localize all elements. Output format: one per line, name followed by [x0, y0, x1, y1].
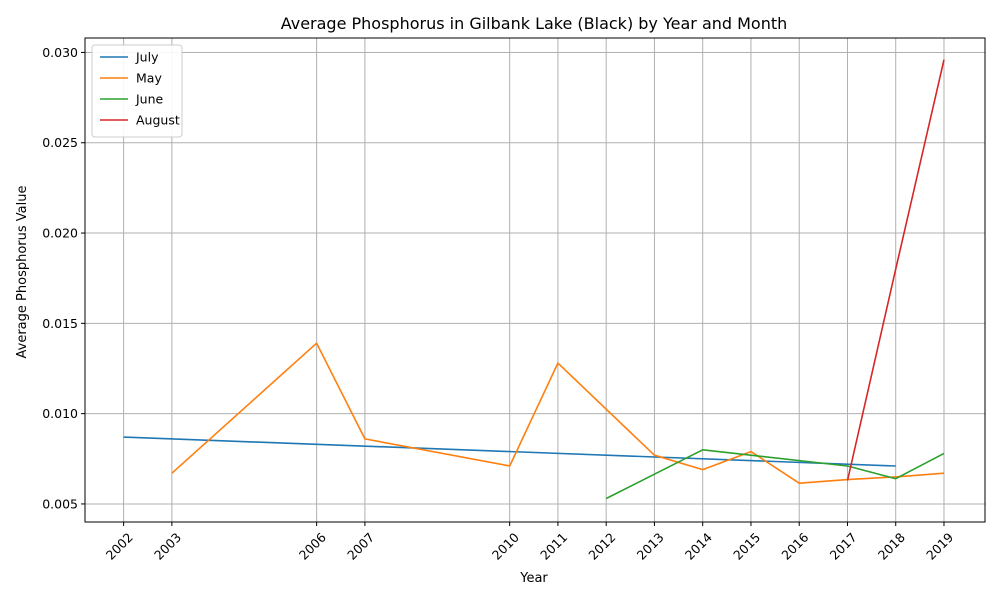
y-tick-label: 0.025	[42, 135, 78, 150]
x-tick-label: 2012	[585, 530, 618, 563]
y-axis-ticks: 0.005 0.010 0.015 0.020 0.025 0.030	[42, 45, 85, 511]
x-tick-label: 2019	[923, 530, 956, 563]
legend-label-june: June	[135, 92, 164, 107]
x-tick-label: 2011	[537, 530, 570, 563]
chart-title: Average Phosphorus in Gilbank Lake (Blac…	[281, 14, 788, 33]
x-tick-label: 2013	[634, 530, 667, 563]
legend: July May June August	[91, 44, 183, 138]
y-tick-label: 0.030	[42, 45, 78, 60]
y-tick-label: 0.005	[42, 496, 78, 511]
series-line-june	[605, 448, 945, 500]
legend-label-may: May	[136, 71, 162, 86]
y-tick-label: 0.010	[42, 406, 78, 421]
x-tick-label: 2007	[344, 530, 377, 563]
x-tick-label: 2014	[682, 530, 715, 563]
legend-box	[91, 44, 183, 138]
y-tick-label: 0.020	[42, 226, 78, 241]
x-tick-label: 2010	[489, 530, 522, 563]
x-tick-label: 2018	[875, 530, 908, 563]
x-axis-label: Year	[519, 571, 548, 586]
x-tick-label: 2002	[103, 530, 136, 563]
x-tick-label: 2015	[730, 530, 763, 563]
x-tick-label: 2017	[827, 530, 860, 563]
y-tick-label: 0.015	[42, 316, 78, 331]
x-axis-ticks: 2002 2003 2006 2007 2010 2011 2012 2013 2014 2015…	[103, 522, 956, 563]
x-tick-label: 2006	[296, 530, 329, 563]
series-lines	[123, 59, 945, 500]
x-tick-label: 2003	[151, 530, 184, 563]
legend-label-july: July	[135, 50, 159, 65]
series-line-august	[846, 59, 945, 481]
y-axis-label: Average Phosphorus Value	[15, 186, 30, 359]
legend-label-august: August	[136, 113, 180, 128]
x-tick-label: 2016	[778, 530, 811, 563]
plot-frame	[84, 37, 986, 523]
grid	[85, 38, 985, 522]
